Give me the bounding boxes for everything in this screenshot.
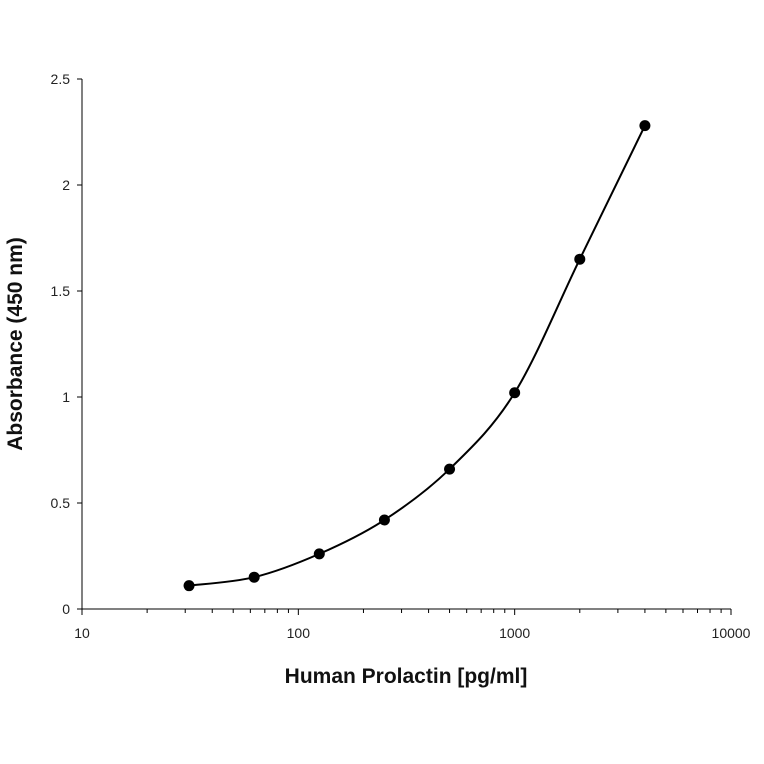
point-layer: [183, 120, 651, 592]
y-tick-label: 1: [62, 389, 70, 405]
y-tick-label: 2: [62, 177, 70, 193]
x-tick-label: 1000: [499, 625, 530, 641]
data-point: [574, 253, 586, 265]
data-point: [248, 571, 260, 583]
y-tick-label: 2.5: [51, 71, 71, 87]
axes: 0 0.5 1 1.5 2 2.5 10 100 1000 10000: [51, 71, 751, 641]
data-point: [378, 514, 390, 526]
y-tick-label: 1.5: [51, 283, 71, 299]
y-axis-title: Absorbance (450 nm): [4, 237, 27, 451]
x-tick-label: 100: [287, 625, 311, 641]
data-point: [509, 387, 521, 399]
x-axis-title: Human Prolactin [pg/ml]: [285, 665, 528, 688]
data-point: [444, 463, 456, 475]
data-point: [183, 580, 195, 592]
x-tick-label: 10000: [712, 625, 751, 641]
y-tick-label: 0: [62, 601, 70, 617]
y-tick-label: 0.5: [51, 495, 71, 511]
data-point: [313, 548, 325, 560]
series-line: [188, 125, 646, 587]
x-tick-label: 10: [74, 625, 90, 641]
data-point: [639, 120, 651, 132]
curve-layer: [188, 125, 646, 587]
